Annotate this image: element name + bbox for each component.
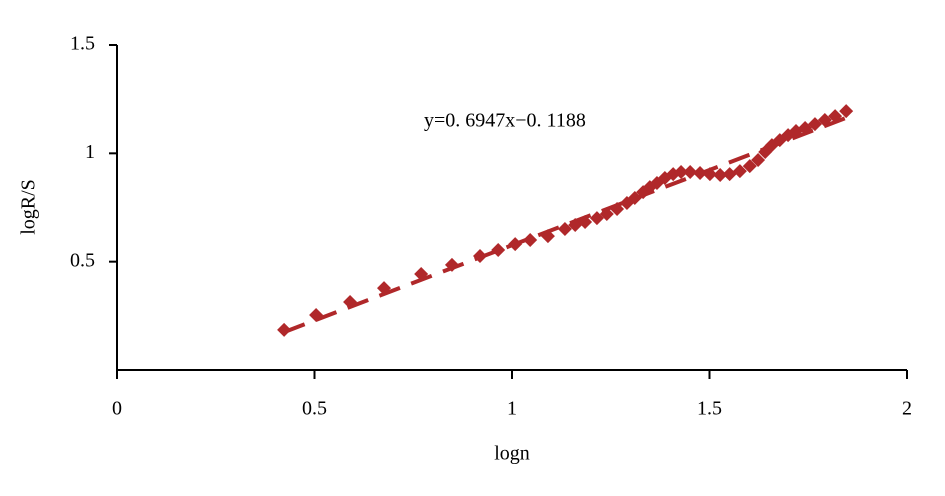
x-tick-label: 1.5	[697, 398, 722, 420]
x-tick-label: 2	[902, 398, 912, 420]
data-point	[683, 164, 698, 179]
data-point	[414, 267, 429, 282]
y-axis-label: logR/S	[18, 179, 40, 235]
data-point	[508, 237, 523, 252]
data-point	[473, 249, 488, 264]
data-point	[817, 112, 832, 127]
data-point	[751, 153, 766, 168]
data-point	[610, 202, 625, 217]
data-point	[540, 229, 555, 244]
data-point	[722, 167, 737, 182]
data-point	[742, 159, 757, 174]
data-point	[599, 207, 614, 221]
y-tick-label: 1	[85, 141, 95, 163]
y-tick-label: 0.5	[70, 249, 95, 271]
data-point	[343, 294, 358, 309]
data-point	[627, 190, 642, 205]
equation-annotation: y=0. 6947x−0. 1188	[424, 110, 586, 132]
data-point	[839, 104, 854, 119]
data-point	[309, 307, 324, 322]
x-tick-label: 0.5	[302, 398, 327, 420]
data-point	[557, 221, 572, 236]
data-point	[702, 167, 717, 182]
x-tick-label: 1	[507, 398, 517, 420]
data-point	[444, 257, 459, 272]
data-point	[693, 166, 708, 181]
data-point	[674, 164, 689, 179]
data-point	[578, 215, 593, 230]
data-point	[732, 164, 747, 179]
x-tick-label: 0	[112, 398, 122, 420]
data-point	[491, 242, 506, 257]
data-point	[523, 233, 538, 247]
y-tick-label: 1.5	[70, 33, 95, 55]
x-axis-label: logn	[494, 443, 530, 465]
data-point	[377, 281, 392, 296]
data-point	[828, 109, 843, 124]
data-point	[713, 168, 728, 182]
data-point	[277, 322, 292, 337]
